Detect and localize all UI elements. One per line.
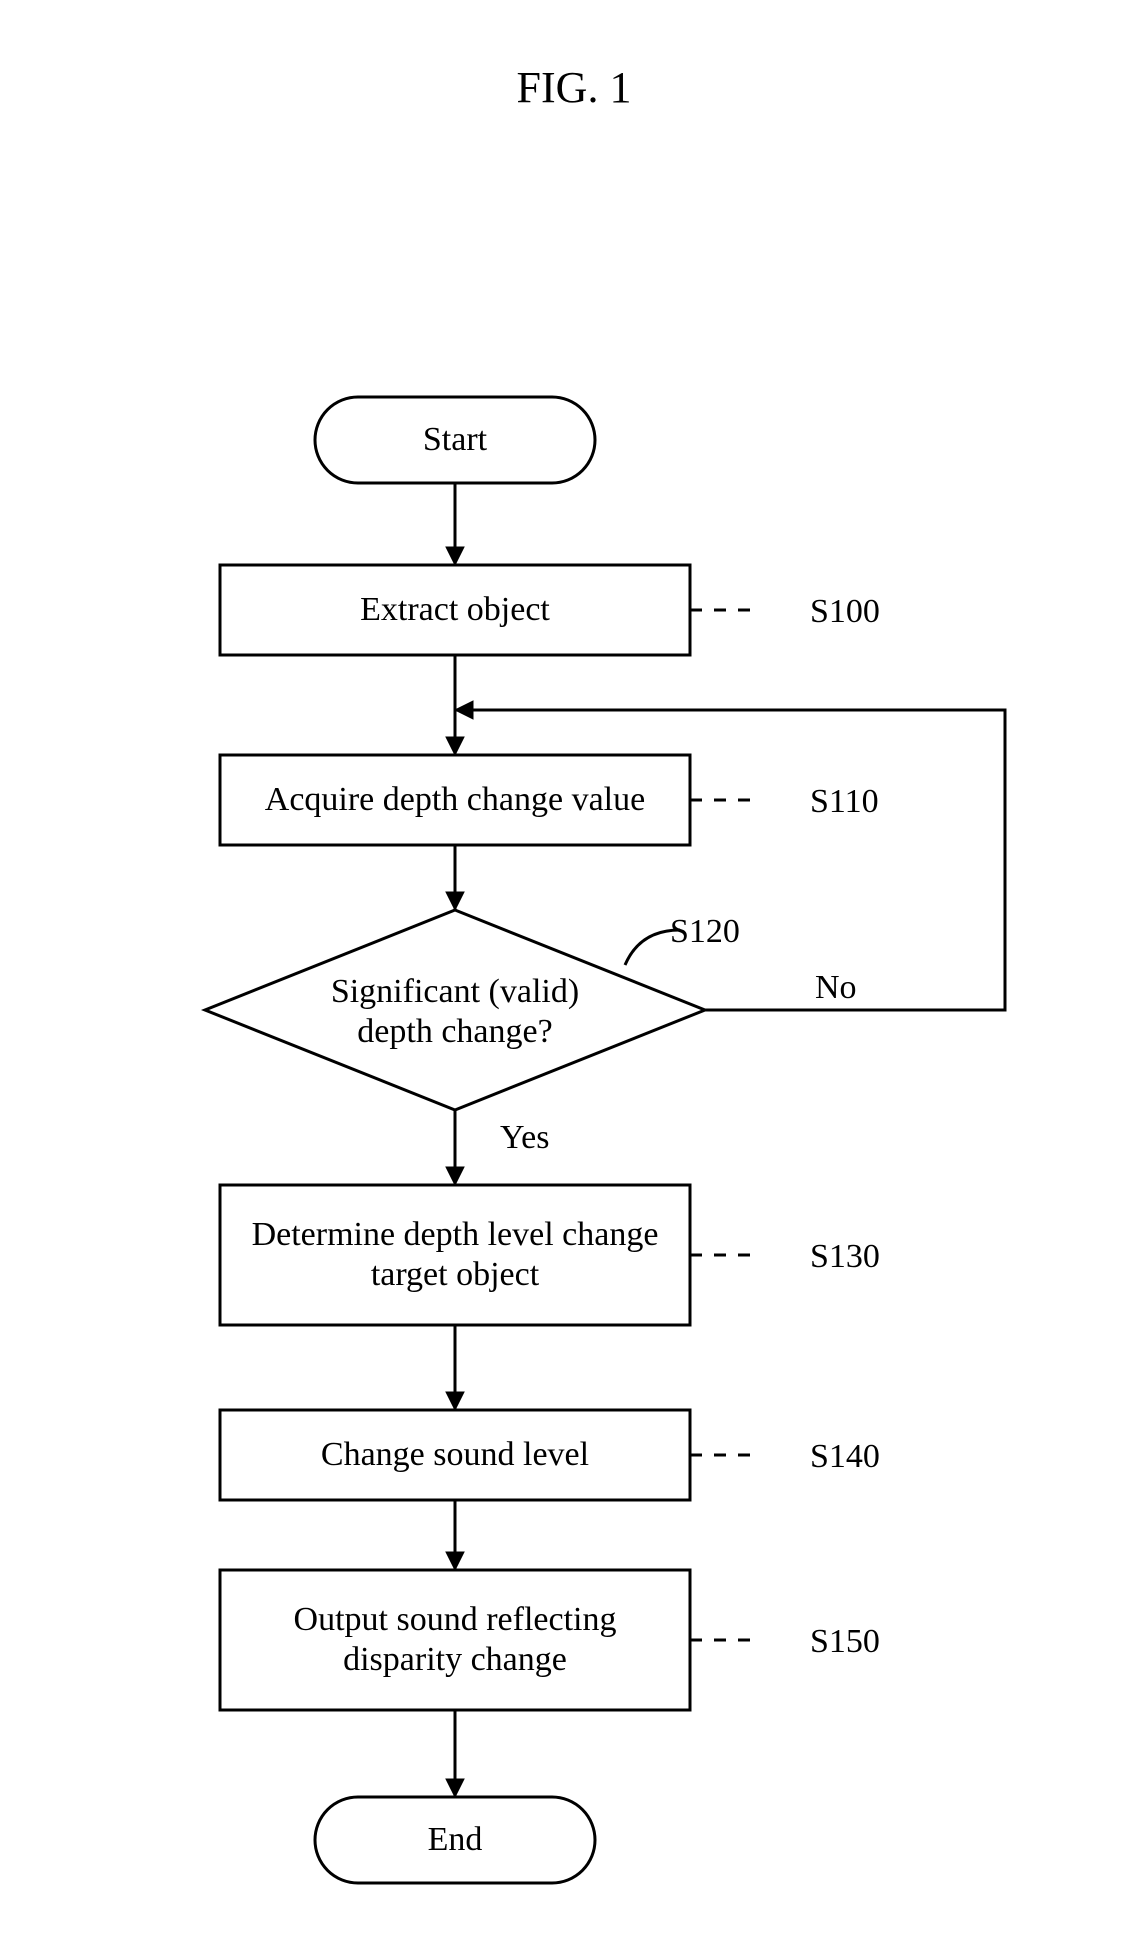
edge-1 — [446, 655, 464, 755]
step-label-s110: S110 — [690, 783, 879, 820]
node-s130: Determine depth level changetarget objec… — [220, 1185, 690, 1325]
step-label-s130: S130 — [690, 1238, 880, 1275]
edge-6 — [446, 1710, 464, 1797]
svg-text:Extract object: Extract object — [360, 591, 550, 628]
edge-4 — [446, 1325, 464, 1410]
node-s120: Significant (valid)depth change? — [205, 910, 705, 1110]
svg-text:Output sound reflecting: Output sound reflecting — [294, 1601, 617, 1638]
svg-text:Significant (valid): Significant (valid) — [331, 973, 579, 1010]
node-s140: Change sound level — [220, 1410, 690, 1500]
svg-text:S120: S120 — [670, 913, 740, 950]
svg-text:depth change?: depth change? — [357, 1013, 552, 1050]
svg-text:Change sound level: Change sound level — [321, 1436, 589, 1473]
edge-5 — [446, 1500, 464, 1570]
step-label-s120: S120 — [625, 913, 740, 965]
edge-0 — [446, 483, 464, 565]
svg-text:disparity change: disparity change — [343, 1641, 567, 1678]
node-s150: Output sound reflectingdisparity change — [220, 1570, 690, 1710]
step-label-s100: S100 — [690, 593, 880, 630]
edge-3 — [446, 1110, 464, 1185]
svg-text:target object: target object — [371, 1256, 540, 1293]
node-s110: Acquire depth change value — [220, 755, 690, 845]
svg-text:S100: S100 — [810, 593, 880, 630]
svg-text:Determine depth level change: Determine depth level change — [252, 1216, 659, 1253]
svg-text:S150: S150 — [810, 1623, 880, 1660]
decision-no-label: No — [815, 969, 857, 1006]
step-label-s140: S140 — [690, 1438, 880, 1475]
node-s100: Extract object — [220, 565, 690, 655]
svg-text:S140: S140 — [810, 1438, 880, 1475]
decision-yes-label: Yes — [500, 1119, 549, 1156]
edge-2 — [446, 845, 464, 910]
svg-text:End: End — [428, 1821, 483, 1858]
svg-text:S130: S130 — [810, 1238, 880, 1275]
figure-title: FIG. 1 — [0, 62, 1148, 113]
page: FIG. 1 Start Extract object Acquire depth … — [0, 0, 1148, 1941]
flowchart-diagram: Start Extract object Acquire depth change … — [0, 0, 1148, 1941]
svg-text:Acquire depth change value: Acquire depth change value — [265, 781, 645, 818]
step-label-s150: S150 — [690, 1623, 880, 1660]
node-end: End — [315, 1797, 595, 1883]
svg-text:Start: Start — [423, 421, 488, 458]
svg-text:S110: S110 — [810, 783, 879, 820]
node-start: Start — [315, 397, 595, 483]
